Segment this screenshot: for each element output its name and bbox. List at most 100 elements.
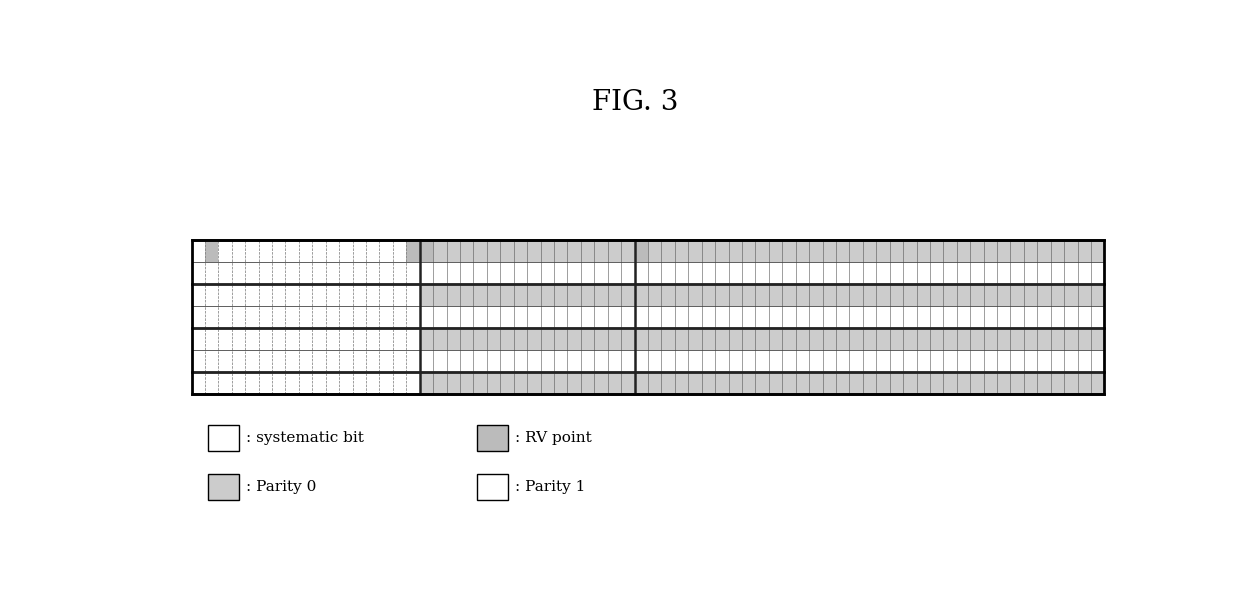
Bar [312, 284, 326, 306]
Bar [580, 284, 594, 306]
Bar [916, 262, 930, 284]
Bar [916, 306, 930, 328]
Bar [608, 350, 621, 372]
Bar [541, 350, 554, 372]
Bar [997, 284, 1011, 306]
Bar [420, 372, 433, 394]
Bar [702, 350, 715, 372]
Bar [420, 284, 433, 306]
Bar [621, 239, 635, 262]
Bar [889, 350, 903, 372]
Bar [796, 328, 810, 350]
Bar [1064, 262, 1078, 284]
Bar [541, 306, 554, 328]
Bar [675, 284, 688, 306]
Bar [446, 239, 460, 262]
Bar [1078, 328, 1091, 350]
Bar [500, 284, 513, 306]
Bar [729, 350, 742, 372]
Bar [299, 239, 312, 262]
Bar [487, 306, 500, 328]
Bar [1078, 284, 1091, 306]
Bar [702, 372, 715, 394]
Bar [1078, 262, 1091, 284]
Bar [997, 306, 1011, 328]
Bar [702, 239, 715, 262]
Bar [218, 350, 232, 372]
Bar [554, 262, 568, 284]
Bar [433, 350, 446, 372]
Bar [299, 328, 312, 350]
Bar [393, 262, 407, 284]
Bar [1078, 372, 1091, 394]
Bar [916, 328, 930, 350]
Bar [649, 328, 661, 350]
Bar [997, 350, 1011, 372]
Bar [755, 372, 769, 394]
Bar [594, 306, 608, 328]
Bar [420, 239, 433, 262]
Bar [1064, 350, 1078, 372]
Bar [916, 239, 930, 262]
Bar [930, 306, 944, 328]
Bar [608, 372, 621, 394]
Bar [688, 262, 702, 284]
Bar [810, 350, 822, 372]
Bar [675, 284, 688, 306]
Bar [688, 372, 702, 394]
Bar [822, 239, 836, 262]
Bar [487, 372, 500, 394]
Bar [889, 262, 903, 284]
Bar [877, 306, 889, 328]
Bar [580, 350, 594, 372]
Bar [970, 262, 983, 284]
Bar [460, 262, 474, 284]
Bar [970, 328, 983, 350]
Bar [527, 372, 541, 394]
Bar [916, 284, 930, 306]
Bar [742, 262, 755, 284]
Bar [352, 262, 366, 284]
Bar [352, 306, 366, 328]
Bar [715, 239, 729, 262]
Bar [1091, 372, 1105, 394]
Bar [983, 262, 997, 284]
Bar [608, 239, 621, 262]
Bar [849, 284, 863, 306]
Bar [1011, 372, 1024, 394]
Bar [903, 328, 916, 350]
Bar [675, 239, 688, 262]
Bar [1011, 262, 1024, 284]
Bar [1011, 239, 1024, 262]
Bar [877, 284, 889, 306]
Bar [433, 306, 446, 328]
Bar [446, 306, 460, 328]
Bar [849, 372, 863, 394]
Bar [836, 262, 849, 284]
Bar [554, 239, 568, 262]
Bar [191, 328, 205, 350]
Bar [541, 284, 554, 306]
Bar [1091, 239, 1105, 262]
Bar [568, 262, 580, 284]
Bar [420, 306, 433, 328]
Bar [944, 284, 957, 306]
Bar [568, 284, 580, 306]
Bar [205, 372, 218, 394]
Bar [661, 306, 675, 328]
Bar [474, 328, 487, 350]
Bar [930, 239, 944, 262]
Bar [420, 350, 433, 372]
Bar [796, 328, 810, 350]
Bar [1091, 262, 1105, 284]
Bar [568, 328, 580, 350]
Bar [782, 372, 796, 394]
Bar [944, 262, 957, 284]
Bar [205, 350, 218, 372]
Bar [796, 372, 810, 394]
Bar [474, 350, 487, 372]
Bar [477, 474, 507, 500]
Bar [379, 372, 393, 394]
Bar [661, 328, 675, 350]
Bar [930, 284, 944, 306]
